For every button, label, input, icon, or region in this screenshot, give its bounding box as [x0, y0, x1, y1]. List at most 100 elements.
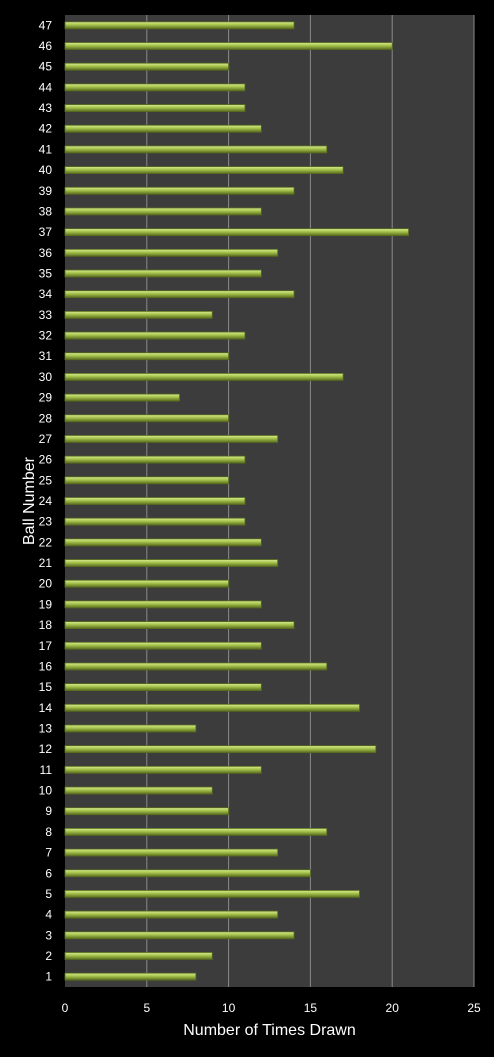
bar-ball-42 [64, 124, 262, 133]
bar-ball-23 [64, 517, 246, 526]
bar-ball-27 [64, 435, 279, 443]
bar-ball-37 [64, 228, 409, 237]
y-tick-label: 12 [39, 742, 53, 756]
x-tick-label: 5 [143, 1001, 150, 1015]
bar-ball-15 [64, 683, 262, 692]
y-tick-label: 25 [39, 473, 53, 487]
y-tick-label: 42 [39, 122, 53, 136]
bar-ball-17 [64, 641, 262, 650]
x-tick-label: 15 [304, 1001, 318, 1015]
y-tick-label: 8 [45, 825, 52, 839]
y-tick-label: 31 [39, 349, 53, 363]
bar-ball-39 [64, 186, 295, 195]
y-tick-label: 14 [39, 701, 53, 715]
bar-ball-25 [64, 476, 230, 485]
bar-ball-34 [64, 290, 295, 299]
y-tick-label: 13 [39, 721, 53, 735]
y-tick-labels: 1234567891011121314151617181920212223242… [39, 18, 53, 983]
y-tick-label: 32 [39, 329, 53, 343]
y-tick-label: 11 [40, 763, 53, 777]
y-tick-label: 35 [39, 267, 53, 281]
y-tick-label: 20 [39, 577, 53, 591]
bars [64, 21, 409, 981]
bar-ball-36 [64, 248, 279, 257]
y-tick-label: 7 [45, 846, 52, 860]
bar-ball-22 [64, 538, 262, 547]
bar-ball-41 [64, 145, 328, 154]
y-tick-label: 26 [39, 453, 53, 467]
y-tick-label: 41 [39, 142, 53, 156]
bar-ball-43 [64, 104, 246, 112]
bar-ball-3 [64, 931, 295, 940]
y-tick-label: 24 [39, 494, 53, 508]
y-axis-title: Ball Number [21, 456, 38, 545]
y-tick-label: 5 [45, 887, 52, 901]
bar-ball-16 [64, 662, 328, 671]
y-tick-label: 37 [39, 225, 53, 239]
bar-ball-2 [64, 952, 213, 960]
y-tick-label: 44 [39, 80, 53, 94]
bar-ball-46 [64, 42, 393, 50]
bar-ball-40 [64, 166, 344, 175]
bar-ball-29 [64, 393, 180, 402]
y-tick-label: 38 [39, 204, 53, 218]
y-tick-label: 46 [39, 39, 53, 53]
bar-ball-33 [64, 310, 213, 319]
bar-ball-12 [64, 745, 377, 754]
bar-ball-31 [64, 352, 230, 361]
y-tick-label: 33 [39, 308, 53, 322]
bar-ball-44 [64, 83, 246, 92]
y-tick-label: 47 [39, 18, 53, 32]
bar-ball-19 [64, 600, 262, 609]
y-tick-label: 39 [39, 184, 53, 198]
y-tick-label: 3 [45, 928, 52, 942]
y-tick-label: 18 [39, 618, 53, 632]
y-tick-label: 23 [39, 515, 53, 529]
y-tick-label: 4 [45, 908, 52, 922]
bar-ball-21 [64, 559, 279, 567]
y-tick-label: 15 [39, 680, 53, 694]
bar-ball-24 [64, 497, 246, 505]
x-axis-title: Number of Times Drawn [183, 1022, 356, 1039]
x-tick-label: 20 [386, 1001, 400, 1015]
bar-ball-11 [64, 765, 262, 774]
bar-ball-6 [64, 869, 311, 878]
bar-ball-20 [64, 579, 230, 588]
y-tick-label: 1 [45, 970, 52, 984]
bar-ball-26 [64, 455, 246, 464]
y-tick-label: 36 [39, 246, 53, 260]
y-tick-label: 27 [39, 432, 53, 446]
bar-ball-10 [64, 786, 213, 795]
y-tick-label: 9 [45, 804, 52, 818]
y-tick-label: 45 [39, 60, 53, 74]
bar-ball-4 [64, 910, 279, 919]
bar-ball-28 [64, 414, 230, 423]
bar-ball-14 [64, 703, 360, 712]
y-tick-label: 10 [39, 784, 53, 798]
y-tick-label: 30 [39, 370, 53, 384]
bar-ball-9 [64, 807, 230, 816]
y-tick-label: 43 [39, 101, 53, 115]
x-tick-labels: 0 5 10 15 20 25 [62, 1001, 481, 1015]
bar-ball-38 [64, 207, 262, 216]
bar-ball-1 [64, 972, 197, 981]
x-tick-label: 0 [62, 1001, 69, 1015]
y-tick-label: 21 [39, 556, 53, 570]
y-tick-label: 22 [39, 535, 53, 549]
y-tick-label: 6 [45, 866, 52, 880]
x-tick-label: 10 [222, 1001, 236, 1015]
y-tick-label: 28 [39, 411, 53, 425]
bar-ball-7 [64, 848, 279, 857]
bar-ball-13 [64, 724, 197, 733]
bar-ball-18 [64, 621, 295, 629]
y-tick-label: 19 [39, 597, 53, 611]
x-tick-label: 25 [467, 1001, 481, 1015]
bar-ball-35 [64, 269, 262, 278]
bar-ball-5 [64, 890, 360, 898]
y-tick-label: 16 [39, 659, 53, 673]
y-tick-label: 29 [39, 391, 53, 405]
bar-ball-32 [64, 331, 246, 340]
bar-ball-47 [64, 21, 295, 30]
